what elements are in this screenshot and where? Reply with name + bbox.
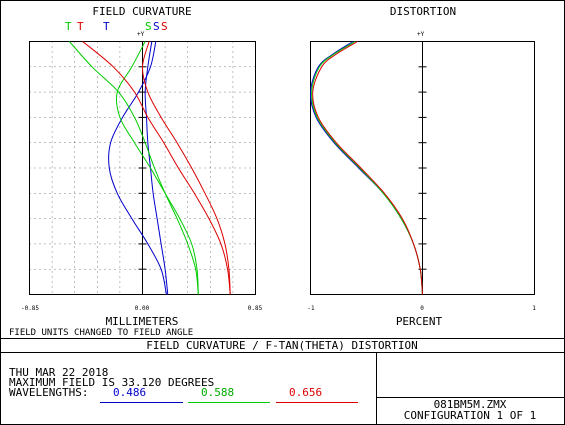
dist-tick-center: 0 [420, 305, 424, 312]
dist-curve-red-2 [312, 41, 423, 295]
fc-curve-red-5 [82, 41, 231, 295]
fc-tick-center: 0.00 [135, 305, 150, 312]
dist-curve-blue-0 [309, 41, 423, 295]
fc-curve-red-4 [141, 41, 231, 295]
dist-title: DISTORTION [390, 5, 456, 18]
field-curvature-plot: FIELD CURVATURE T T T S S S +Y -0.85 0.0… [9, 5, 263, 338]
distortion-plot: DISTORTION +Y -1 0 1 PERCENT [307, 5, 536, 328]
wavelengths-label: WAVELENGTHS: [9, 386, 88, 399]
fc-x-axis-label: MILLIMETERS [106, 315, 179, 328]
fc-legend: T T T S S S [65, 20, 168, 33]
dist-curves [309, 41, 423, 295]
dist-tick-left: -1 [307, 305, 315, 312]
date-text: THU MAR 22 2018 [9, 366, 108, 379]
dist-curve-green-1 [311, 41, 423, 295]
fc-legend-t-green: T [65, 20, 72, 33]
fc-legend-s-blue: S [153, 20, 160, 33]
wavelength-blue: 0.486 [113, 386, 146, 399]
field-units-note: FIELD UNITS CHANGED TO FIELD ANGLE [9, 328, 193, 338]
fc-legend-s-green: S [145, 20, 152, 33]
configuration-text: CONFIGURATION 1 OF 1 [404, 409, 536, 422]
fc-curve-green-3 [69, 41, 199, 295]
fc-tick-left: -0.85 [21, 305, 39, 312]
fc-legend-t-blue: T [103, 20, 110, 33]
fc-title: FIELD CURVATURE [92, 5, 191, 18]
fc-curve-blue-0 [108, 41, 167, 295]
wavelength-green: 0.588 [201, 386, 234, 399]
banner-title: FIELD CURVATURE / F-TAN(THETA) DISTORTIO… [146, 339, 418, 352]
dist-y-axis-label: +Y [417, 31, 425, 38]
fc-curves [69, 41, 231, 295]
filename-text: 081BM5M.ZMX [434, 398, 507, 411]
fc-curve-green-2 [115, 41, 199, 295]
fc-tick-right: 0.85 [248, 305, 263, 312]
fc-legend-t-red: T [77, 20, 84, 33]
fc-y-axis-label: +Y [137, 31, 145, 38]
fc-legend-s-red: S [161, 20, 168, 33]
wavelength-red: 0.656 [289, 386, 322, 399]
dist-x-axis-label: PERCENT [396, 315, 443, 328]
dist-tick-right: 1 [532, 305, 536, 312]
max-field-text: MAXIMUM FIELD IS 33.120 DEGREES [9, 376, 214, 389]
fc-curve-blue-1 [144, 41, 169, 295]
